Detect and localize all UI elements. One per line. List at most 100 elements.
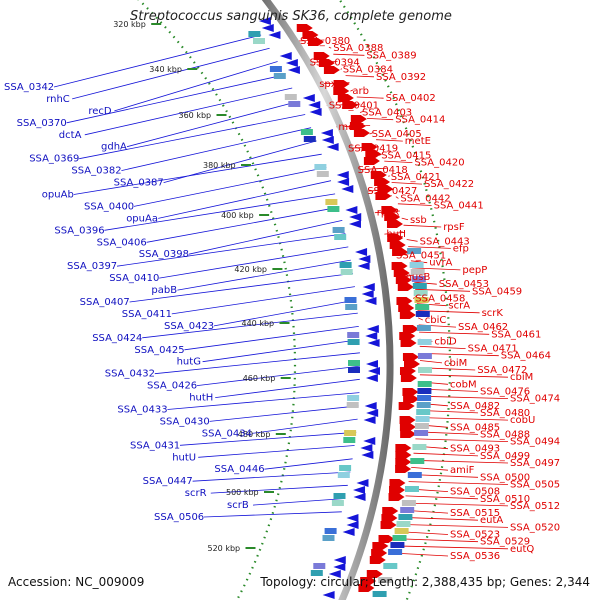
forward-feature-block <box>417 395 432 401</box>
forward-leader-line <box>417 417 509 421</box>
reverse-gene-label: recD <box>88 106 112 117</box>
forward-leader-line <box>376 139 403 142</box>
forward-gene-label: SSA_0529 <box>480 537 530 548</box>
forward-gene-label: SSA_0403 <box>362 108 412 119</box>
forward-gene-arrow <box>389 241 406 249</box>
forward-feature-block <box>407 472 422 478</box>
forward-gene-label: SSA_0384 <box>343 65 393 76</box>
forward-gene-label: SSA_0515 <box>450 508 500 519</box>
forward-feature-block <box>417 381 432 387</box>
reverse-leader-line <box>213 299 357 327</box>
reverse-feature-block <box>339 262 352 268</box>
forward-feature-block <box>411 276 426 282</box>
reverse-leader-line <box>104 193 336 231</box>
forward-gene-label: SSA_0459 <box>472 286 522 297</box>
reverse-gene-arrow <box>361 451 374 459</box>
reverse-leader-line <box>167 392 360 410</box>
reverse-leader-line <box>79 114 306 160</box>
forward-gene-arrow <box>402 388 419 396</box>
forward-gene-arrow <box>402 353 419 361</box>
forward-gene-label: SSA_0485 <box>450 422 500 433</box>
forward-gene-label: SSA_0474 <box>510 394 560 405</box>
reverse-gene-arrow <box>337 178 350 186</box>
forward-gene-arrow <box>399 332 416 340</box>
forward-feature-block <box>394 528 409 534</box>
reverse-leader-line <box>252 498 346 506</box>
forward-leader-line <box>403 502 509 507</box>
reverse-feature-block <box>332 227 345 233</box>
kbp-tick-label: 480 kbp <box>238 430 271 439</box>
forward-gene-label: SSA_0494 <box>510 437 560 448</box>
forward-gene-arrow <box>399 423 416 431</box>
reverse-gene-arrow <box>361 290 374 298</box>
forward-gene-label: SSA_0499 <box>480 451 530 462</box>
forward-feature-block <box>396 521 411 527</box>
reverse-gene-arrow <box>365 360 378 368</box>
forward-feature-block <box>383 563 398 569</box>
reverse-feature-block <box>340 269 353 275</box>
forward-gene-label: rpsF <box>443 222 465 233</box>
reverse-leader-line <box>251 418 358 434</box>
reverse-gene-arrow <box>302 94 315 102</box>
reverse-gene-label: SSA_0398 <box>139 249 189 260</box>
forward-gene-arrow <box>378 535 395 543</box>
forward-gene-arrow <box>360 577 377 585</box>
forward-feature-block <box>412 444 427 450</box>
forward-gene-label: cbiC <box>425 315 447 326</box>
reverse-gene-arrow <box>322 591 335 599</box>
forward-leader-line <box>411 467 449 471</box>
forward-leader-line <box>391 182 423 185</box>
reverse-gene-label: SSA_0506 <box>154 512 204 523</box>
reverse-leader-line <box>154 352 360 375</box>
reverse-leader-line <box>264 458 353 470</box>
forward-gene-label: metF <box>338 122 364 133</box>
reverse-feature-block <box>344 297 357 303</box>
reverse-gene-label: SSA_0424 <box>92 333 142 344</box>
forward-gene-label: cobU <box>510 415 535 426</box>
forward-gene-arrow <box>358 584 375 592</box>
forward-leader-line <box>408 481 509 485</box>
forward-gene-arrow <box>387 234 404 242</box>
forward-gene-label: eutA <box>480 515 503 526</box>
forward-gene-label: SSA_0414 <box>395 115 445 126</box>
forward-gene-arrow <box>395 458 412 466</box>
forward-leader-line <box>419 345 466 349</box>
forward-feature-block <box>415 416 430 422</box>
forward-gene-label: ssb <box>410 215 427 226</box>
forward-gene-arrow <box>398 402 415 410</box>
forward-gene-label: nusB <box>406 272 431 283</box>
forward-leader-line <box>413 452 479 457</box>
reverse-gene-arrow <box>364 402 377 410</box>
reverse-gene-label: opuAa <box>126 213 158 224</box>
forward-gene-arrow <box>403 395 420 403</box>
reverse-gene-label: SSA_0382 <box>71 166 121 177</box>
reverse-gene-label: SSA_0433 <box>117 405 167 416</box>
kbp-tick-label: 440 kbp <box>242 319 275 328</box>
topology-text: Topology: circular; Length: 2,388,435 bp… <box>260 575 590 589</box>
reverse-leader-line <box>179 431 357 446</box>
forward-leader-line <box>328 46 332 49</box>
reverse-leader-line <box>84 87 293 136</box>
reverse-gene-arrow <box>333 556 346 564</box>
kbp-tick-label: 360 kbp <box>179 111 212 120</box>
forward-feature-block <box>378 577 393 583</box>
forward-gene-arrow <box>342 101 359 109</box>
forward-leader-line <box>401 217 409 221</box>
forward-gene-label: eutQ <box>510 544 534 555</box>
reverse-gene-arrow <box>309 108 322 116</box>
reverse-gene-arrow <box>268 31 281 39</box>
forward-gene-label: scrK <box>482 308 504 319</box>
forward-gene-label: efp <box>453 243 469 254</box>
forward-gene-label: SSA_0415 <box>381 150 431 161</box>
forward-gene-label: SSA_0536 <box>450 551 500 562</box>
forward-gene-arrow <box>375 192 392 200</box>
forward-leader-line <box>350 89 354 92</box>
reverse-feature-block <box>347 339 360 345</box>
reverse-gene-arrow <box>364 297 377 305</box>
reverse-gene-label: SSA_0430 <box>160 416 210 427</box>
reverse-leader-line <box>202 339 360 363</box>
forward-leader-line <box>398 524 509 528</box>
forward-leader-line <box>384 160 413 163</box>
forward-leader-line <box>412 267 461 271</box>
